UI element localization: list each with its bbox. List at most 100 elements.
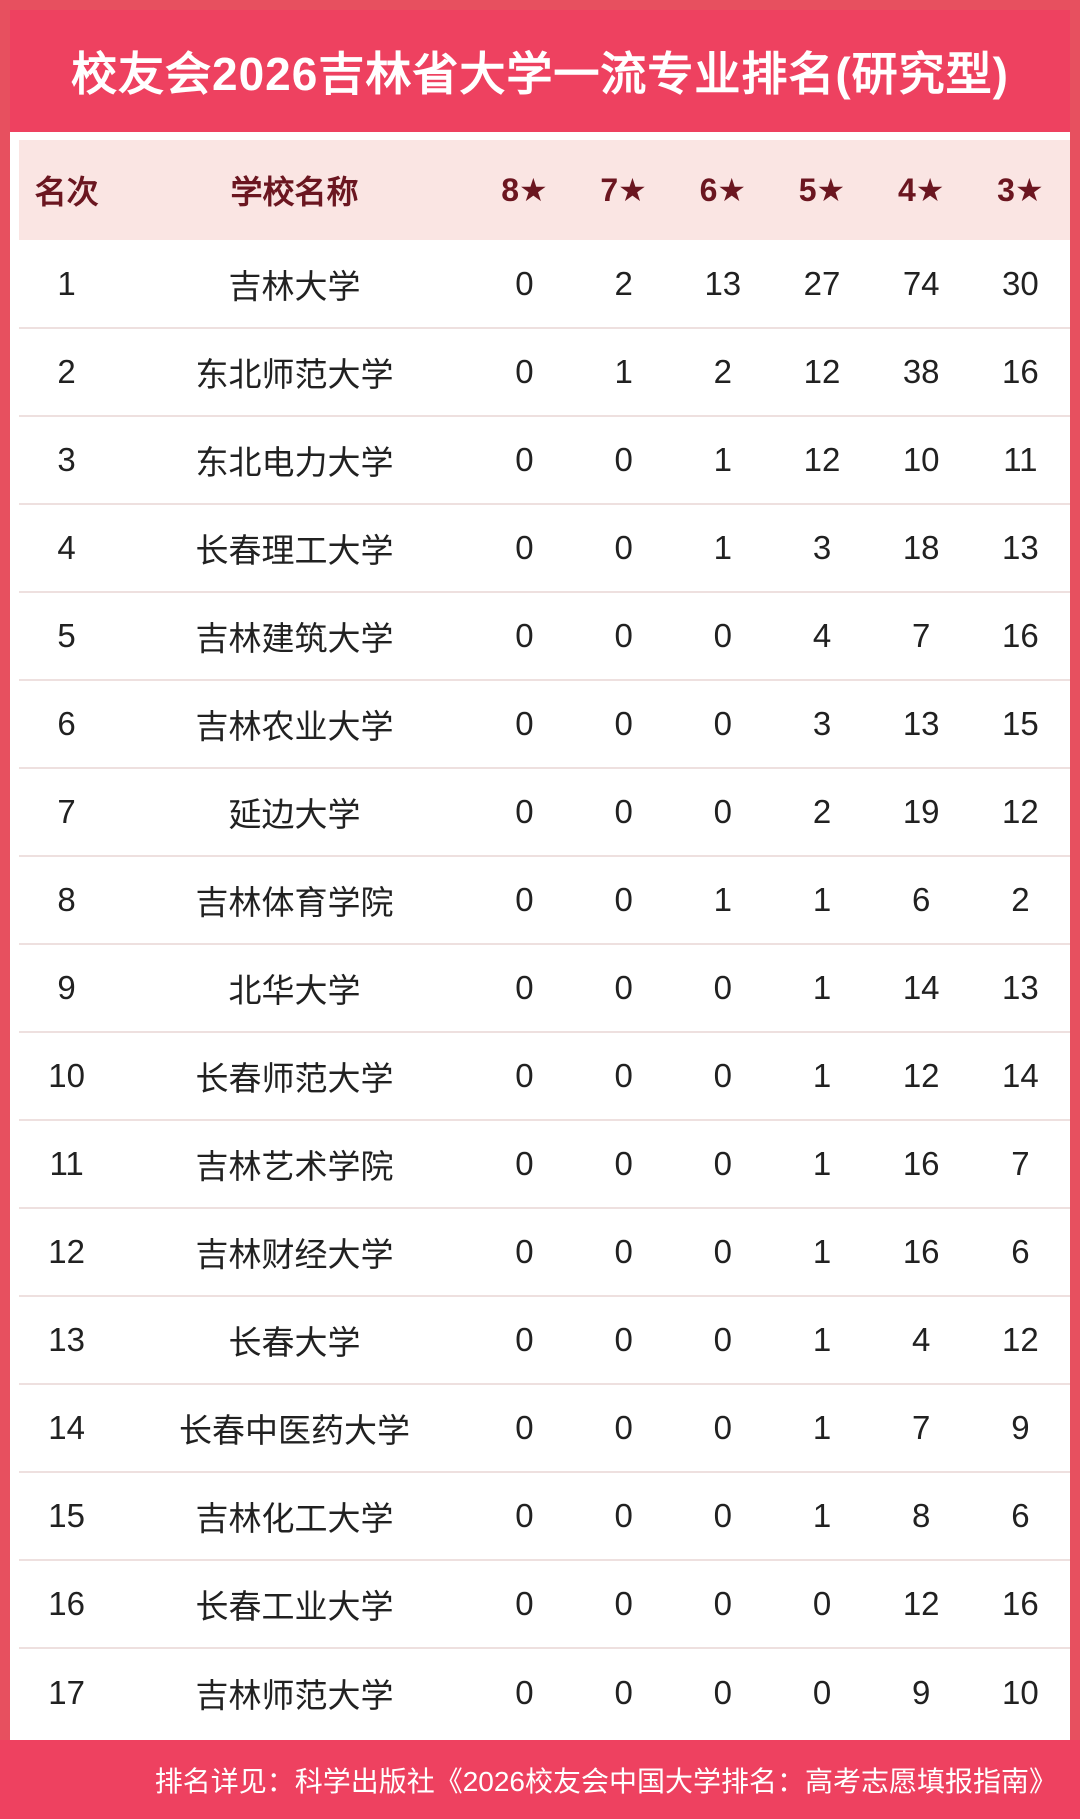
star-cell-6star: 0 [673,1032,773,1121]
star-cell-7star: 0 [574,1560,674,1649]
star-cell-7star: 0 [574,416,674,505]
star-cell-8star: 0 [474,504,575,593]
rank-cell: 6 [19,680,115,769]
title-banner: 校友会2026吉林省大学一流专业排名(研究型) [10,10,1070,132]
star-cell-7star: 0 [574,592,674,681]
footer-banner: 排名详见：科学出版社《2026校友会中国大学排名：高考志愿填报指南》 [0,1740,1080,1819]
school-cell: 吉林师范大学 [195,1676,394,1714]
school-cell: 吉林化工大学 [114,1472,475,1561]
star-cell-3star: 6 [970,1472,1070,1561]
star-cell-4star: 6 [871,856,971,945]
rank-cell: 12 [19,1208,115,1297]
star-cell-4star: 74 [871,240,971,329]
column-header-5star: 5★ [798,172,846,208]
rank-cell: 15 [19,1472,115,1561]
table-row: 16 长春工业大学 0 0 0 0 12 16 [19,1560,1070,1649]
star-cell-4star: 16 [871,1120,971,1209]
rank-cell: 9 [19,944,115,1033]
star-cell-5star: 1 [772,1296,872,1385]
star-cell-8star: 0 [474,1560,575,1649]
star-cell-3star: 12 [970,1296,1070,1385]
star-cell-5star: 1 [772,856,872,945]
star-cell-8star: 0 [474,240,575,329]
star-cell-5star: 4 [772,592,872,681]
rank-cell: 4 [19,504,115,593]
column-header-8star: 8★ [501,172,548,208]
star-cell-3star: 15 [970,680,1070,769]
star-cell-6star: 0 [673,592,773,681]
star-cell-8star: 0 [474,680,575,769]
table-row: 3 东北电力大学 0 0 1 12 10 11 [19,416,1070,505]
table-row: 7 延边大学 0 0 0 2 19 12 [19,768,1070,857]
school-cell: 延边大学 [114,768,475,857]
star-cell-3star: 30 [970,240,1070,329]
star-cell-8star: 0 [474,592,575,681]
table-row: 15 吉林化工大学 0 0 0 1 8 6 [19,1472,1070,1561]
rank-cell: 17 [48,1673,85,1711]
star-cell-7star: 0 [574,1120,674,1209]
school-cell: 长春工业大学 [114,1560,475,1649]
star-cell-6star: 1 [673,856,773,945]
star-cell-5star: 3 [772,680,872,769]
star-cell-4star: 12 [871,1560,971,1649]
star-cell-4star: 16 [871,1208,971,1297]
footer-note: 排名详见：科学出版社《2026校友会中国大学排名：高考志愿填报指南》 [154,1765,1057,1797]
star-cell-3star: 13 [970,944,1070,1033]
column-header-4star: 4★ [897,172,945,208]
school-cell: 吉林农业大学 [114,680,475,769]
school-cell: 吉林大学 [114,240,475,329]
page-title: 校友会2026吉林省大学一流专业排名(研究型) [71,48,1009,100]
star-cell-6star: 1 [673,416,773,505]
star-cell-4star: 38 [871,328,971,417]
star-cell-8star: 0 [474,328,575,417]
star-cell-3star: 2 [970,856,1070,945]
star-cell-5star: 1 [772,1472,872,1561]
star-cell-3star: 16 [970,328,1070,417]
star-cell-6star: 1 [673,504,773,593]
star-cell-8star: 0 [474,944,575,1033]
school-cell: 吉林财经大学 [114,1208,475,1297]
star-cell-3star: 16 [970,1560,1070,1649]
star-cell-3star: 16 [970,592,1070,681]
rank-cell: 14 [19,1384,115,1473]
star-cell-7star: 0 [574,1208,674,1297]
star-cell-5star: 1 [772,1384,872,1473]
star-cell-4star: 7 [871,1384,971,1473]
school-cell: 长春大学 [114,1296,475,1385]
column-header-rank: 名次 [34,174,99,210]
star-cell-5star: 12 [772,416,872,505]
star-cell-7star: 0 [574,1032,674,1121]
star-cell-4star: 19 [871,768,971,857]
star-cell-8star: 0 [474,1032,575,1121]
star-cell-6star: 0 [673,1120,773,1209]
star-cell-5star: 1 [772,1208,872,1297]
rank-cell: 3 [19,416,115,505]
star-cell-8star: 0 [474,768,575,857]
star-cell-6star: 0 [673,1296,773,1385]
star-cell-7star: 0 [574,1296,674,1385]
table-header-row: 名次 学校名称 8★ 7★ 6★ 5★ 4★ 3★ [19,140,1070,240]
star-cell-7star: 1 [574,328,674,417]
rank-cell: 2 [19,328,115,417]
table-row: 5 吉林建筑大学 0 0 0 4 7 16 [19,592,1070,681]
star-cell-6star: 0 [673,1208,773,1297]
star-cell-5star: 0 [772,1560,872,1649]
banner-table-gap [10,132,1070,140]
column-header-7star: 7★ [600,172,647,208]
table-row: 4 长春理工大学 0 0 1 3 18 13 [19,504,1070,593]
star-cell-5star: 12 [772,328,872,417]
star-cell-5star: 3 [772,504,872,593]
rank-cell: 8 [19,856,115,945]
table-row: 2 东北师范大学 0 1 2 12 38 16 [19,328,1070,417]
rank-cell: 16 [19,1560,115,1649]
star-cell-4star: 10 [871,416,971,505]
table-body: 1 吉林大学 0 2 13 27 74 30 2 东北师范大学 0 1 2 12… [19,240,1070,1736]
star-cell-8star: 0 [474,1120,575,1209]
star-cell-8star: 0 [474,1208,575,1297]
star-cell-5star: 0 [812,1673,832,1711]
star-cell-6star: 0 [713,1673,732,1711]
column-header-6star: 6★ [699,172,747,208]
star-cell-4star: 14 [871,944,971,1033]
school-cell: 长春中医药大学 [114,1384,475,1473]
star-cell-7star: 0 [614,1673,633,1711]
